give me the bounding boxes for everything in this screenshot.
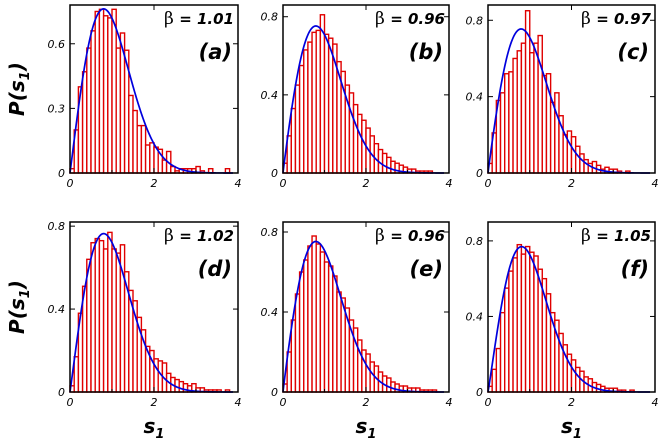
beta-label: β = 0.97 bbox=[581, 9, 652, 29]
beta-value: = 0.97 bbox=[596, 10, 651, 28]
panel-label: (f) bbox=[621, 257, 649, 281]
x-tick-label: 0 bbox=[280, 177, 287, 190]
x-tick-label: 4 bbox=[446, 396, 453, 409]
beta-symbol: β bbox=[164, 9, 179, 29]
panel-e: 0 2 4 0 0.4 0.8 β = 0.96 (e) s1 bbox=[261, 221, 453, 440]
beta-label: β = 0.96 bbox=[375, 226, 445, 246]
beta-label: β = 1.05 bbox=[581, 226, 651, 246]
y-tick-label: 0 bbox=[271, 167, 278, 180]
x-tick-label: 0 bbox=[485, 177, 492, 190]
y-tick-label: 0.4 bbox=[261, 306, 279, 319]
beta-symbol: β bbox=[164, 226, 179, 246]
y-axis: 0 0.4 0.8 bbox=[466, 14, 655, 180]
y-axis-title: P(s1) bbox=[5, 280, 33, 334]
x-tick-label: 2 bbox=[151, 396, 158, 409]
x-tick-label: 0 bbox=[67, 177, 74, 190]
beta-label: β = 1.01 bbox=[164, 9, 234, 29]
panel-label: (e) bbox=[410, 257, 443, 281]
y-tick-label: 0 bbox=[58, 386, 65, 399]
x-tick-label: 0 bbox=[280, 396, 287, 409]
x-tick-label: 2 bbox=[568, 177, 575, 190]
y-axis: 0 0.4 0.8 bbox=[261, 11, 449, 180]
beta-value: = 0.96 bbox=[390, 10, 445, 28]
panel-c: 0 2 4 0 0.4 0.8 β = 0.97 (c) bbox=[466, 4, 659, 190]
x-tick-label: 0 bbox=[485, 396, 492, 409]
x-tick-label: 2 bbox=[363, 396, 370, 409]
beta-symbol: β bbox=[581, 9, 596, 29]
x-tick-label: 4 bbox=[446, 177, 453, 190]
y-axis: 0 0.4 0.8 bbox=[466, 235, 655, 399]
x-tick-label: 4 bbox=[652, 177, 659, 190]
beta-symbol: β bbox=[581, 226, 596, 246]
panel-label: (d) bbox=[198, 257, 232, 281]
x-tick-label: 4 bbox=[235, 396, 242, 409]
histogram bbox=[69, 8, 231, 174]
x-axis: 0 2 4 bbox=[280, 5, 453, 190]
y-tick-label: 0 bbox=[476, 167, 483, 180]
x-tick-label: 2 bbox=[568, 396, 575, 409]
x-tick-label: 4 bbox=[652, 396, 659, 409]
y-axis: 0 0.3 0.6 bbox=[48, 38, 238, 180]
histogram bbox=[487, 10, 631, 174]
x-tick-label: 4 bbox=[235, 177, 242, 190]
y-axis-title: P(s1) bbox=[5, 62, 33, 116]
panel-b: 0 2 4 0 0.4 0.8 β = 0.96 (b) bbox=[261, 4, 453, 190]
y-tick-label: 0.8 bbox=[261, 11, 279, 24]
y-tick-label: 0.3 bbox=[48, 102, 66, 115]
x-axis: 0 2 4 bbox=[485, 222, 659, 409]
beta-value: = 1.02 bbox=[179, 227, 234, 245]
panel-label: (c) bbox=[617, 40, 649, 64]
beta-value: = 0.96 bbox=[390, 227, 445, 245]
y-tick-label: 0.4 bbox=[261, 89, 279, 102]
y-tick-label: 0.8 bbox=[466, 14, 484, 27]
beta-symbol: β bbox=[375, 226, 390, 246]
y-tick-label: 0.6 bbox=[48, 38, 66, 51]
x-axis-title: s1 bbox=[356, 414, 377, 440]
y-tick-label: 0 bbox=[271, 386, 278, 399]
y-tick-label: 0.4 bbox=[48, 303, 66, 316]
x-axis-title: s1 bbox=[144, 414, 165, 440]
y-tick-label: 0.8 bbox=[466, 235, 484, 248]
x-axis: 0 2 4 bbox=[280, 222, 453, 409]
x-axis: 0 2 4 bbox=[485, 5, 659, 190]
x-axis: 0 2 4 bbox=[67, 5, 242, 190]
beta-label: β = 0.96 bbox=[375, 9, 445, 29]
beta-value: = 1.01 bbox=[179, 10, 234, 28]
panel-label: (a) bbox=[199, 40, 232, 64]
y-tick-label: 0.8 bbox=[261, 226, 279, 239]
x-tick-label: 0 bbox=[67, 396, 74, 409]
y-axis: 0 0.4 0.8 bbox=[261, 226, 449, 399]
beta-symbol: β bbox=[375, 9, 390, 29]
panel-label: (b) bbox=[409, 40, 443, 64]
x-tick-label: 2 bbox=[363, 177, 370, 190]
x-tick-label: 2 bbox=[151, 177, 158, 190]
y-tick-label: 0 bbox=[476, 386, 483, 399]
panel-a: 0 2 4 0 0.3 0.6 β = 1.01 (a) P(s1) bbox=[5, 4, 242, 190]
x-axis-title: s1 bbox=[561, 414, 582, 440]
histogram bbox=[282, 14, 434, 174]
y-tick-label: 0.4 bbox=[466, 91, 484, 104]
x-axis: 0 2 4 bbox=[67, 222, 242, 409]
y-axis: 0 0.4 0.8 bbox=[48, 220, 238, 399]
beta-value: = 1.05 bbox=[596, 227, 651, 245]
panel-f: 0 2 4 0 0.4 0.8 β = 1.05 (f) s1 bbox=[466, 221, 659, 440]
y-tick-label: 0.4 bbox=[466, 310, 484, 323]
beta-label: β = 1.02 bbox=[164, 226, 234, 246]
y-tick-label: 0 bbox=[58, 167, 65, 180]
y-tick-label: 0.8 bbox=[48, 220, 66, 233]
panel-d: 0 2 4 0 0.4 0.8 β = 1.02 (d) P(s1) s1 bbox=[5, 220, 242, 440]
